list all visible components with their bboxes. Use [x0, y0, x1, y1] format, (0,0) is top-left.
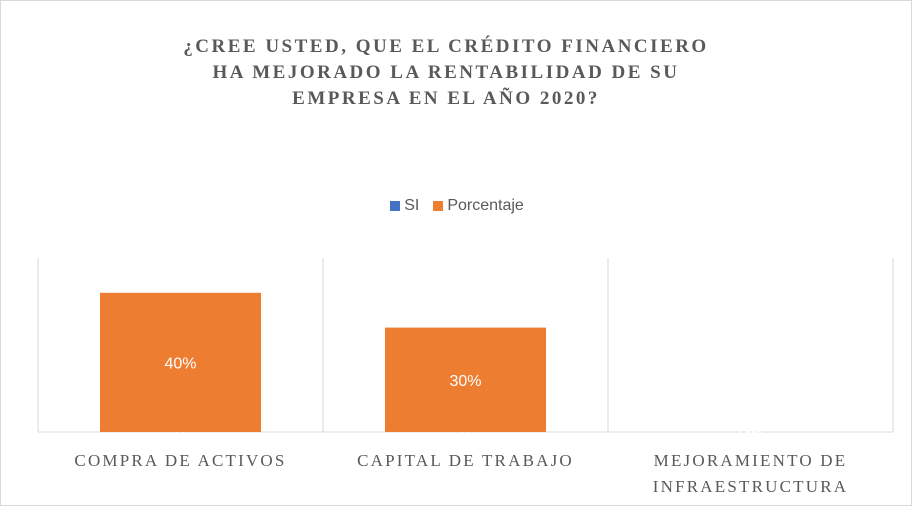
chart-title: HA MEJORADO LA RENTABILIDAD DE SU [212, 62, 680, 83]
bar [385, 327, 546, 432]
data-label: 0 [461, 425, 470, 442]
bar [100, 292, 261, 432]
chart-title: EMPRESA EN EL AÑO 2020? [292, 88, 600, 109]
legend-label: SI [404, 197, 420, 214]
legend-swatch [390, 200, 401, 211]
legend-item: Porcentaje [433, 197, 524, 215]
data-label: 40% [164, 355, 196, 372]
data-label: 0 [746, 425, 755, 442]
x-tick-label: COMPRA DE ACTIVOS [74, 451, 287, 470]
legend-item: SI [390, 197, 419, 215]
legend-label: Porcentaje [447, 197, 524, 214]
legend-swatch [433, 200, 444, 211]
x-tick-label: CAPITAL DE TRABAJO [357, 451, 574, 470]
legend: SI Porcentaje [0, 197, 914, 215]
chart-title: ¿CREE USTED, QUE EL CRÉDITO FINANCIERO [183, 36, 709, 57]
data-label: 0 [176, 425, 185, 442]
data-label: 30% [449, 373, 481, 390]
data-label: 0% [739, 425, 762, 442]
x-tick-label: MEJORAMIENTO DE INFRAESTRUCTURA [652, 451, 849, 496]
